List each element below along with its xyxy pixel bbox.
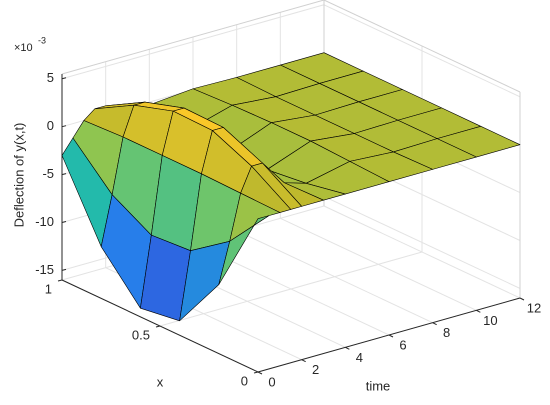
z-tick bbox=[61, 77, 67, 80]
x-tick-label: 10 bbox=[483, 313, 497, 328]
y-tick-label: 1 bbox=[45, 281, 52, 296]
x-tick bbox=[301, 359, 306, 363]
y-tick-label: 0.5 bbox=[132, 327, 150, 342]
x-tick-label: 4 bbox=[356, 350, 363, 365]
x-tick-label: 12 bbox=[527, 300, 541, 315]
z-tick bbox=[61, 173, 67, 176]
z-tick-label: -15 bbox=[35, 262, 54, 277]
z-tick bbox=[61, 268, 67, 271]
z-tick-label: 5 bbox=[47, 70, 54, 85]
surface-patch bbox=[218, 215, 270, 285]
z-tick bbox=[61, 125, 67, 128]
x-axis-label: time bbox=[366, 378, 391, 393]
x-tick-label: 6 bbox=[399, 337, 406, 352]
y-axis-label: x bbox=[157, 374, 164, 389]
box-edge bbox=[61, 0, 325, 75]
x-tick-label: 0 bbox=[268, 374, 275, 389]
x-tick bbox=[519, 297, 525, 301]
y-tick bbox=[155, 325, 161, 328]
x-tick bbox=[345, 346, 350, 350]
z-scale-exponent: -3 bbox=[38, 35, 46, 45]
x-tick bbox=[257, 371, 263, 375]
z-tick-label: -5 bbox=[42, 166, 54, 181]
grid-line bbox=[61, 4, 325, 80]
y-tick-label: 0 bbox=[241, 373, 248, 388]
z-tick bbox=[61, 221, 67, 223]
y-tick bbox=[57, 279, 63, 282]
z-axis-label: Deflection of y(x,t) bbox=[11, 123, 26, 228]
z-tick-label: 0 bbox=[47, 118, 54, 133]
x-tick-label: 2 bbox=[312, 362, 319, 377]
x-tick bbox=[432, 322, 437, 326]
x-tick-label: 8 bbox=[443, 325, 450, 340]
x-tick bbox=[388, 334, 394, 338]
z-tick-label: -10 bbox=[35, 214, 54, 229]
grid-line bbox=[323, 195, 521, 289]
z-scale-base: ×10 bbox=[14, 42, 33, 54]
grid-line bbox=[323, 4, 521, 98]
box-edge bbox=[323, 0, 521, 93]
x-tick bbox=[476, 309, 481, 313]
y-tick bbox=[253, 371, 259, 374]
grid-line bbox=[159, 251, 423, 327]
